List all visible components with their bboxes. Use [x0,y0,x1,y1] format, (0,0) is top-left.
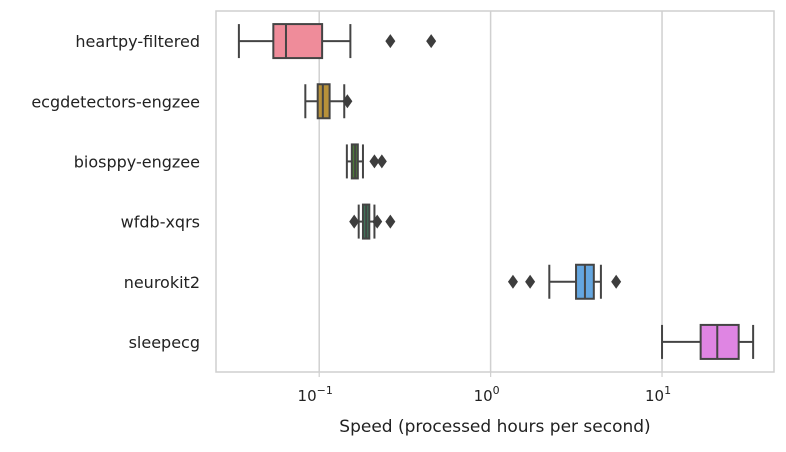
outlier-point [385,214,396,229]
y-tick-label: ecgdetectors-engzee [31,92,200,111]
outlier-point [369,154,380,169]
grid-lines [318,11,663,377]
iqr-box [272,23,324,60]
outlier-point [342,94,353,109]
outlier-point [349,214,360,229]
box-biosppy-engzee [345,143,387,180]
box-wfdb-xqrs [349,203,396,240]
iqr-box [699,323,740,360]
outlier-point [525,274,536,289]
outlier-point [507,274,518,289]
x-tick-labels: 10−1 100 101 [298,384,672,405]
box-heartpy-filtered [237,23,437,60]
outlier-point [385,34,396,49]
y-tick-labels: heartpy-filtered ecgdetectors-engzee biosp… [31,32,200,352]
y-tick-label: sleepecg [129,333,200,352]
outlier-point [376,154,387,169]
y-tick-label: biosppy-engzee [74,152,200,171]
plot-area-frame [215,10,775,373]
outlier-point [611,274,622,289]
x-tick-label: 10−1 [298,384,333,405]
box-ecgdetectors-engzee [304,83,353,120]
x-axis-label: Speed (processed hours per second) [339,417,650,437]
y-tick-label: neurokit2 [124,273,200,292]
y-tick-label: wfdb-xqrs [121,213,200,232]
x-tick-label: 101 [645,384,671,405]
x-tick-label: 100 [474,384,500,405]
boxes [237,23,755,360]
box-sleepecg [661,323,755,360]
outlier-point [372,214,383,229]
box-neurokit2 [507,263,622,300]
outlier-point [426,34,437,49]
y-tick-label: heartpy-filtered [75,32,200,51]
